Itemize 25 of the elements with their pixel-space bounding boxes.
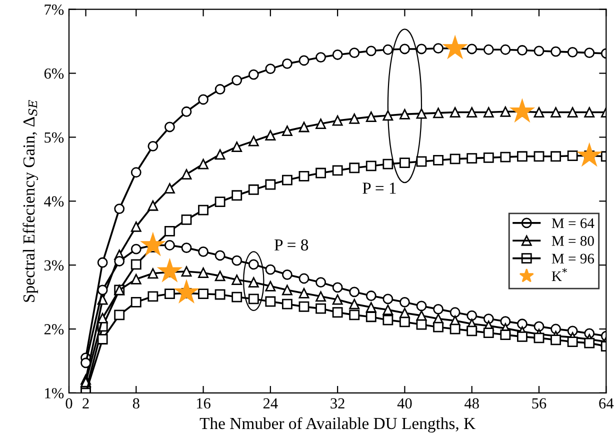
x-tick-label: 16 (196, 398, 210, 409)
x-tick-label: 64 (599, 398, 614, 409)
x-tick-label: 2 (82, 398, 89, 408)
y-axis-title: Spectral Effeciency Gain, Δ$_{SE}$ (22, 100, 38, 302)
annotation: P = 8 (274, 239, 308, 251)
legend-label: K$^{*}$ (552, 268, 568, 281)
x-tick-label: 24 (263, 398, 278, 408)
x-axis-title: The Nmuber of Available DU Lengths, K (200, 417, 476, 433)
x-tick-label: 40 (397, 398, 412, 409)
legend-label: M = 80 (552, 236, 594, 246)
x-tick-label: 48 (464, 398, 479, 409)
annotation: P = 1 (362, 182, 396, 194)
x-tick-label: 8 (132, 398, 140, 409)
y-tick-label: 1% (45, 388, 64, 398)
y-tick-label: 7% (44, 4, 64, 15)
y-tick-label: 3% (44, 260, 64, 271)
y-tick-label: 5% (44, 132, 64, 143)
x-tick-label: 0 (66, 398, 72, 409)
legend-label: M = 64 (552, 218, 594, 228)
y-tick-label: 2% (44, 324, 64, 335)
y-tick-label: 6% (44, 68, 64, 79)
y-tick-label: 4% (44, 196, 64, 207)
x-tick-label: 56 (532, 398, 546, 409)
legend-label: M = 96 (552, 254, 594, 264)
x-tick-label: 32 (330, 398, 344, 409)
